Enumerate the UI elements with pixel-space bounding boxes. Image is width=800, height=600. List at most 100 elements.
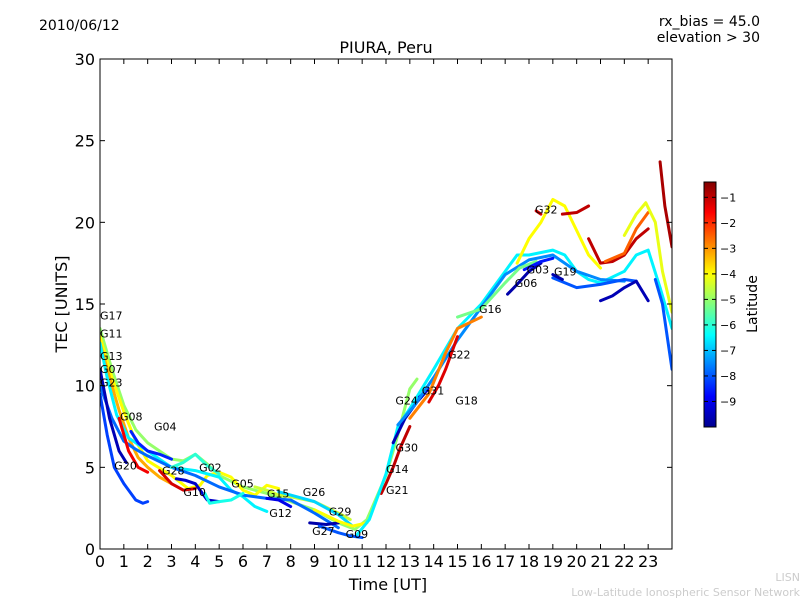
x-tick-label: 10 [328, 552, 348, 571]
series-g06 [506, 261, 543, 296]
rx-bias-label: rx_bias = 45.0 [658, 14, 760, 30]
colorbar-tick-label: −3 [720, 242, 736, 255]
y-tick-label: 5 [85, 458, 95, 477]
satellite-label: G30 [396, 442, 419, 455]
y-tick-label: 20 [75, 213, 95, 232]
y-tick-label: 0 [85, 540, 95, 559]
series-late-yellow [622, 201, 672, 314]
series-g10 [174, 477, 221, 504]
series-late-red2 [658, 160, 672, 249]
elevation-label: elevation > 30 [656, 30, 760, 46]
x-tick-label: 4 [190, 552, 200, 571]
satellite-label: G28 [162, 465, 185, 478]
colorbar-tick-label: −9 [720, 395, 736, 408]
series-g03 [522, 256, 555, 272]
satellite-label: G10 [183, 486, 206, 499]
series-g12 [265, 496, 293, 509]
bias-info: rx_bias = 45.0 elevation > 30 [657, 14, 760, 46]
satellite-label: G15 [267, 487, 290, 500]
series-g29 [313, 508, 369, 528]
x-tick-label: 3 [166, 552, 176, 571]
colorbar-tick-label: −5 [720, 293, 736, 306]
colorbar-tick-label: −8 [720, 370, 736, 383]
x-tick-label: 5 [214, 552, 224, 571]
series-g05 [203, 491, 245, 505]
colorbar-tick-label: −1 [720, 191, 736, 204]
x-tick-label: 20 [566, 552, 586, 571]
satellite-label: G02 [199, 461, 222, 474]
x-tick-label: 15 [447, 552, 467, 571]
x-tick-label: 17 [495, 552, 515, 571]
watermark-long: Low-Latitude Ionospheric Sensor Network [571, 586, 800, 599]
satellite-label: G18 [455, 394, 478, 407]
x-tick-label: 8 [286, 552, 296, 571]
satellite-label: G09 [346, 528, 369, 541]
x-tick-label: 9 [309, 552, 319, 571]
satellite-label: G26 [303, 486, 326, 499]
series-late-orange [603, 211, 650, 264]
series-g22 [408, 315, 483, 420]
series-g11 [100, 335, 281, 497]
y-tick-label: 25 [75, 132, 95, 151]
x-tick-label: 13 [400, 552, 420, 571]
watermark-short: LISN [775, 571, 800, 584]
series-g09 [317, 524, 364, 540]
series-late-blue [599, 279, 650, 303]
x-tick-label: 11 [352, 552, 372, 571]
chart-title: PIURA, Peru [339, 38, 433, 57]
x-tick-label: 22 [614, 552, 634, 571]
x-tick-label: 21 [590, 552, 610, 571]
satellite-label: G21 [386, 484, 409, 497]
x-axis-label: Time [UT] [348, 575, 427, 594]
colorbar-tick-label: −4 [720, 268, 736, 281]
x-tick-label: 14 [423, 552, 443, 571]
satellite-label: G06 [515, 277, 538, 290]
satellite-label: G27 [312, 525, 335, 538]
x-tick-label: 6 [238, 552, 248, 571]
satellite-label: G24 [395, 394, 418, 407]
satellite-label: G14 [386, 463, 409, 476]
series-g17 [100, 327, 419, 531]
satellite-label: G17 [100, 309, 123, 322]
x-tick-label: 23 [638, 552, 658, 571]
y-tick-label: 30 [75, 50, 95, 69]
x-tick-label: 2 [143, 552, 153, 571]
x-tick-label: 1 [119, 552, 129, 571]
satellite-label: G12 [269, 507, 292, 520]
y-tick-label: 10 [75, 377, 95, 396]
series-g32 [515, 197, 602, 270]
colorbar-tick-label: −7 [720, 344, 736, 357]
x-tick-label: 12 [376, 552, 396, 571]
series-g04 [129, 429, 173, 461]
series-g16 [456, 260, 538, 319]
series-g24 [396, 253, 626, 427]
satellite-label: G29 [329, 505, 352, 518]
series-g32c [560, 204, 591, 216]
series-layer [100, 160, 672, 540]
satellite-label: G19 [554, 265, 577, 278]
satellite-label: G05 [231, 478, 254, 491]
colorbar-ticks: −1 −2 −3 −4 −5 −6 −7 −8 −9 [704, 191, 736, 408]
satellite-label: G03 [527, 264, 550, 277]
series-late-teal [653, 278, 672, 371]
satellite-label: G16 [479, 303, 502, 316]
x-tick-label: 18 [519, 552, 539, 571]
satellite-label: G22 [448, 349, 471, 362]
y-axis-label: TEC [UNITS] [52, 256, 71, 354]
series-g19b [551, 273, 564, 281]
satellite-label: G20 [114, 460, 137, 473]
series-g26 [277, 490, 355, 528]
colorbar-tick-label: −6 [720, 319, 736, 332]
series-g18 [427, 335, 459, 404]
series-g02 [170, 452, 221, 476]
colorbar-tick-label: −2 [720, 217, 736, 230]
x-tick-label: 19 [543, 552, 563, 571]
series-g20b [100, 367, 128, 464]
series-g23 [100, 384, 340, 530]
satellite-label: G31 [422, 385, 445, 398]
colorbar [703, 181, 717, 428]
series-g21 [379, 425, 412, 495]
x-tick-label: 0 [95, 552, 105, 571]
